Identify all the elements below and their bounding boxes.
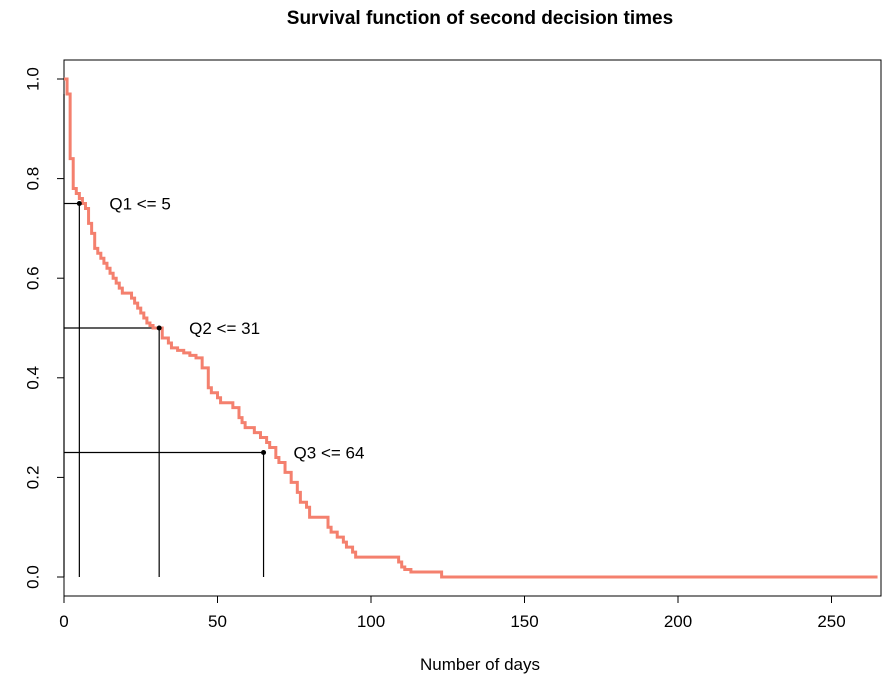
- x-axis: 0 50 100 150 200 250: [59, 596, 846, 631]
- quartile-markers: [76, 201, 267, 455]
- y-tick-label: 0.0: [23, 565, 42, 589]
- x-tick-label: 100: [357, 612, 385, 631]
- x-tick-label: 150: [510, 612, 538, 631]
- y-tick-label: 0.8: [23, 167, 42, 191]
- survival-curve-line: [64, 77, 878, 579]
- y-axis: 0.0 0.2 0.4 0.6 0.8 1.0: [23, 67, 64, 589]
- x-tick-label: 50: [208, 612, 227, 631]
- y-tick-label: 1.0: [23, 67, 42, 91]
- chart-title: Survival function of second decision tim…: [287, 8, 673, 29]
- quartile-label: Q2 <= 31: [189, 319, 260, 338]
- x-axis-label: Number of days: [420, 655, 540, 674]
- quartile-label: Q1 <= 5: [109, 195, 170, 214]
- quartile-label: Q3 <= 64: [294, 444, 365, 463]
- plot-frame: [63, 59, 882, 597]
- quartile-annotations: Q1 <= 5 Q2 <= 31 Q3 <= 64: [109, 195, 364, 463]
- quartile-point: [261, 450, 267, 455]
- y-tick-label: 0.2: [23, 466, 42, 490]
- x-tick-label: 200: [664, 612, 692, 631]
- x-tick-label: 0: [59, 612, 68, 631]
- y-tick-label: 0.6: [23, 266, 42, 290]
- quartile-point: [76, 201, 82, 206]
- x-tick-label: 250: [817, 612, 845, 631]
- quartile-guides: [63, 93, 265, 577]
- quartile-point: [156, 325, 162, 331]
- y-tick-label: 0.4: [23, 366, 42, 390]
